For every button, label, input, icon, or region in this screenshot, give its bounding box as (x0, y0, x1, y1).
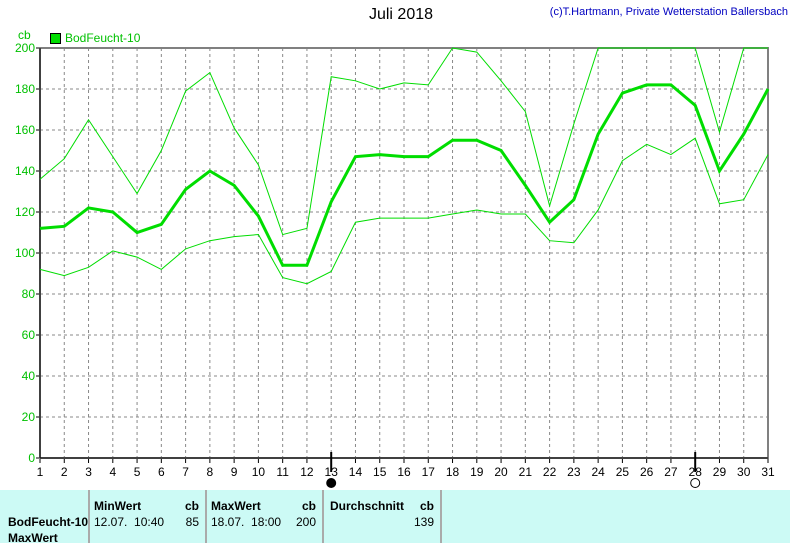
row-label2: MaxWert (8, 531, 58, 545)
x-tick-label: 8 (207, 465, 214, 479)
min-col: MinWert cb 12.07. 10:40 85 (90, 490, 207, 543)
series-min (39, 137, 769, 285)
x-tick-label: 26 (640, 465, 654, 479)
min-header: MinWert (94, 499, 142, 513)
x-tick-label: 17 (422, 465, 436, 479)
credit: (c)T.Hartmann, Private Wetterstation Bal… (549, 6, 788, 18)
max-unit: cb (301, 499, 316, 513)
y-tick-label: 180 (15, 82, 35, 96)
min-time: 12.07. 10:40 (94, 515, 165, 529)
y-tick-label: 40 (22, 369, 36, 383)
x-tick-label: 2 (61, 465, 68, 479)
y-tick-label: 20 (22, 410, 36, 424)
x-tick-label: 16 (397, 465, 411, 479)
y-tick-label: 200 (15, 41, 35, 55)
min-value: 85 (185, 515, 199, 529)
x-tick-label: 10 (252, 465, 266, 479)
stats-table: BodFeucht-10 MaxWert MinWert cb 12.07. 1… (0, 490, 790, 545)
x-tick-label: 5 (134, 465, 141, 479)
x-tick-label: 6 (158, 465, 165, 479)
x-tick-label: 20 (494, 465, 508, 479)
x-tick-label: 24 (591, 465, 605, 479)
y-tick-label: 60 (22, 328, 36, 342)
legend: BodFeucht-10 (50, 31, 140, 45)
x-tick-label: 3 (85, 465, 92, 479)
max-col: MaxWert cb 18.07. 18:00 200 (207, 490, 324, 543)
x-tick-label: 25 (616, 465, 630, 479)
x-tick-label: 15 (373, 465, 387, 479)
new-moon-icon (326, 478, 337, 488)
max-header: MaxWert (211, 499, 261, 513)
y-tick-label: 140 (15, 164, 35, 178)
x-tick-label: 22 (543, 465, 557, 479)
y-tick-label: 0 (28, 451, 35, 465)
avg-value: 139 (413, 515, 434, 529)
avg-header: Durchschnitt (330, 499, 405, 513)
min-unit: cb (184, 499, 199, 513)
series-average (39, 83, 770, 267)
chart-title: Juli 2018 (368, 6, 434, 23)
y-tick-label: 120 (15, 205, 35, 219)
avg-col: Durchschnitt cb 139 (324, 490, 442, 543)
y-unit: cb (18, 28, 31, 42)
x-tick-label: 27 (664, 465, 678, 479)
y-tick-label: 160 (15, 123, 35, 137)
x-tick-label: 19 (470, 465, 484, 479)
x-tick-label: 18 (446, 465, 460, 479)
label-col: BodFeucht-10 MaxWert (0, 490, 90, 545)
x-tick-label: 21 (519, 465, 533, 479)
x-tick-label: 14 (349, 465, 363, 479)
x-tick-label: 7 (182, 465, 189, 479)
full-moon-icon (690, 478, 701, 488)
x-tick-label: 23 (567, 465, 581, 479)
row-label: BodFeucht-10 (8, 515, 89, 529)
x-tick-label: 30 (737, 465, 751, 479)
x-tick-label: 4 (109, 465, 116, 479)
series-max (39, 47, 768, 236)
y-tick-label: 100 (15, 246, 35, 260)
x-tick-label: 11 (276, 465, 289, 479)
max-time: 18.07. 18:00 (211, 515, 282, 529)
x-tick-label: 9 (231, 465, 238, 479)
y-tick-label: 80 (22, 287, 36, 301)
x-tick-label: 12 (300, 465, 314, 479)
legend-label: BodFeucht-10 (65, 31, 141, 45)
x-tick-label: 31 (761, 465, 775, 479)
x-tick-label: 1 (37, 465, 44, 479)
legend-swatch (50, 32, 61, 44)
avg-unit: cb (419, 499, 434, 513)
max-value: 200 (295, 515, 316, 529)
x-tick-label: 29 (713, 465, 727, 479)
